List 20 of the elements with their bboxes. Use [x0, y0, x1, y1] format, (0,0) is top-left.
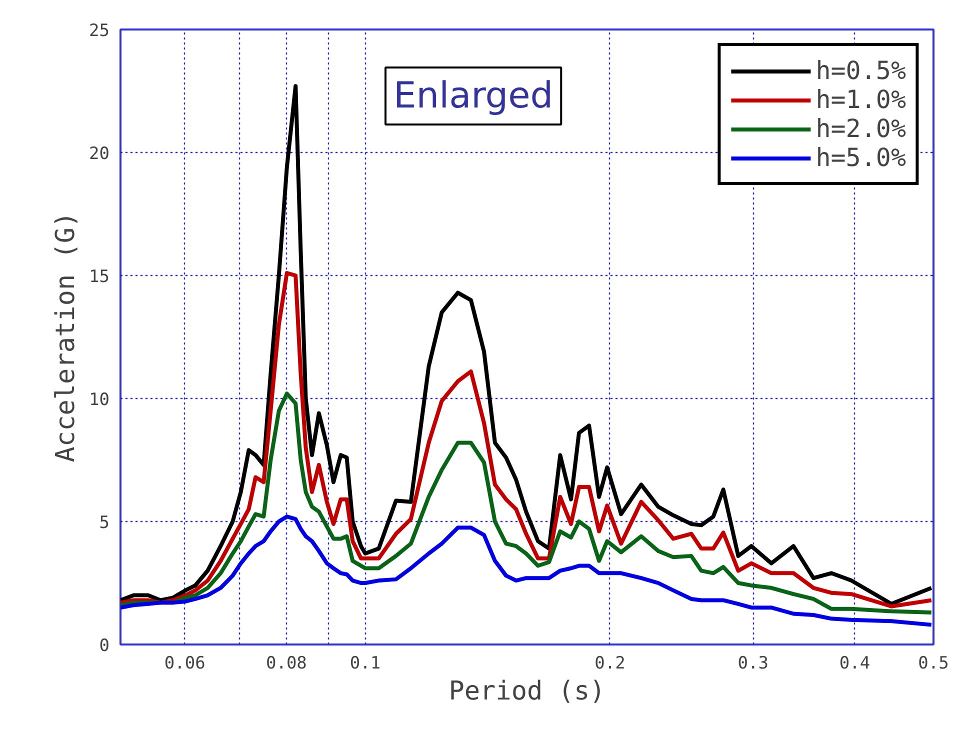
y-tick-label: 20 — [89, 144, 110, 164]
legend-label: h=1.0% — [816, 85, 906, 114]
legend-label: h=5.0% — [816, 143, 906, 172]
annotation: Enlarged — [394, 76, 554, 116]
y-tick-label: 25 — [89, 21, 110, 41]
y-tick-label: 10 — [89, 390, 110, 410]
legend-label: h=2.0% — [816, 114, 906, 143]
x-tick-label: 0.06 — [164, 654, 206, 674]
x-tick-label: 0.5 — [918, 654, 949, 674]
x-tick-label: 0.3 — [738, 654, 769, 674]
x-tick-label: 0.2 — [594, 654, 626, 674]
y-tick-label: 15 — [89, 267, 110, 287]
y-tick-label: 0 — [99, 636, 110, 656]
x-tick-label: 0.1 — [350, 654, 381, 674]
y-axis-title: Acceleration (G) — [51, 212, 82, 462]
x-tick-label: 0.08 — [266, 654, 307, 674]
y-tick-label: 5 — [99, 513, 110, 533]
legend-label: h=0.5% — [816, 56, 906, 85]
x-axis-title: Period (s) — [448, 676, 606, 706]
x-tick-label: 0.4 — [839, 654, 870, 674]
